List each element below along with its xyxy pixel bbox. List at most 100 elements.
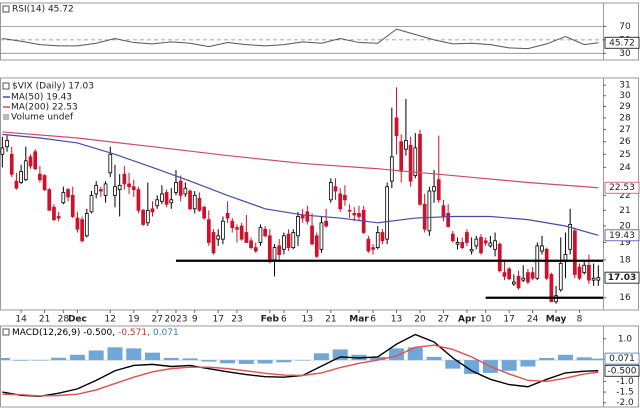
candle-body	[141, 209, 145, 225]
y-tick-label: 25	[619, 150, 630, 160]
y-tick-label: -2.0	[616, 398, 634, 408]
candle-body	[117, 184, 122, 190]
candle-body	[521, 277, 526, 281]
candle-body	[28, 156, 33, 167]
candle-body	[225, 213, 230, 219]
histogram-bar	[590, 358, 606, 361]
candle-body	[108, 153, 113, 174]
candle-body	[535, 245, 540, 279]
x-tick-label: Mar	[349, 315, 369, 325]
candle-body	[385, 186, 389, 240]
histogram-bar	[163, 357, 179, 361]
x-tick-label: 17	[212, 315, 223, 325]
candle-body	[235, 227, 239, 230]
y-tick-label: 19	[619, 238, 631, 248]
candle-body	[178, 180, 183, 196]
candle-body	[375, 232, 380, 249]
candle-body	[413, 147, 418, 176]
y-tick-label: 30	[619, 49, 631, 59]
y-tick-label: 70	[619, 22, 631, 32]
histogram-bar	[576, 357, 592, 361]
histogram-bar	[389, 348, 405, 361]
candle-body	[122, 173, 127, 185]
candle-body	[371, 247, 375, 250]
x-tick-label: Dec	[68, 315, 87, 325]
candle-body	[216, 235, 221, 240]
rsi-line	[2, 28, 599, 50]
y-tick-label: 29	[619, 102, 631, 112]
candle-body	[380, 232, 385, 242]
y-tick-label: 30	[619, 91, 631, 101]
moving-average-line	[2, 131, 599, 189]
x-tick-label: 2023	[165, 315, 188, 325]
candle-body	[244, 232, 249, 243]
y-tick-label: 1.0	[618, 334, 633, 344]
x-tick-label: 9	[192, 315, 198, 325]
panel-title: $VIX (Daily) 17.03	[12, 82, 94, 92]
candle-body	[568, 224, 573, 250]
value-badge-label: 0.071	[609, 354, 635, 364]
y-tick-label: 31	[619, 81, 630, 91]
histogram-bar	[407, 347, 423, 361]
y-tick-label: 24	[619, 163, 631, 173]
candle-body	[357, 213, 361, 217]
histogram-bar	[220, 360, 236, 364]
candle-body	[197, 197, 202, 211]
y-tick-label: 21	[619, 206, 630, 216]
title-icon	[2, 5, 10, 13]
x-tick-label: 6	[281, 315, 287, 325]
histogram-bar	[238, 360, 254, 364]
candle-body	[136, 189, 141, 211]
x-tick-label: 21	[325, 315, 336, 325]
candle-body	[221, 220, 225, 240]
candle-body	[493, 240, 497, 250]
candle-body	[23, 160, 28, 181]
histogram-bar	[520, 360, 536, 367]
histogram-bar	[539, 357, 555, 361]
candle-body	[516, 275, 521, 289]
candle-body	[572, 230, 577, 275]
y-tick-label: 26	[619, 137, 631, 147]
candle-body	[328, 182, 333, 201]
x-tick-label: 17	[503, 315, 514, 325]
candle-body	[89, 194, 94, 213]
value-badge	[604, 271, 640, 284]
candle-body	[192, 194, 197, 210]
candle-body	[587, 264, 591, 281]
histogram-bar	[32, 360, 48, 361]
candle-body	[591, 277, 596, 281]
candle-body	[296, 216, 300, 237]
candle-body	[9, 153, 14, 175]
candle-body	[14, 180, 19, 189]
candle-body	[160, 193, 164, 202]
value-badge-label: 22.53	[609, 183, 635, 193]
x-tick-label: May	[546, 315, 567, 325]
macd-line	[2, 344, 599, 397]
candle-body	[183, 187, 188, 195]
histogram-bar	[501, 360, 517, 371]
candle-body	[502, 272, 507, 277]
y-tick-label: 28	[619, 113, 631, 123]
candle-body	[258, 227, 263, 243]
histogram-bar	[201, 360, 217, 362]
candle-body	[80, 219, 84, 242]
histogram-bar	[69, 354, 85, 361]
histogram-bar	[332, 349, 348, 361]
candle-body	[507, 268, 512, 280]
candle-body	[399, 141, 404, 172]
candle-body	[131, 186, 136, 190]
candle-body	[347, 209, 352, 212]
title-part: MACD(12,26,9) -0.500,	[12, 328, 115, 338]
x-tick-label: 21	[39, 315, 50, 325]
histogram-bar	[295, 360, 311, 361]
candle-body	[465, 232, 469, 243]
candle-body	[488, 242, 493, 247]
candle-body	[38, 173, 42, 181]
candle-body	[526, 272, 530, 283]
title-icon	[2, 328, 10, 336]
histogram-bar	[107, 347, 123, 361]
candle-body	[530, 272, 535, 279]
histogram-bar	[464, 360, 480, 374]
candle-body	[310, 225, 314, 245]
